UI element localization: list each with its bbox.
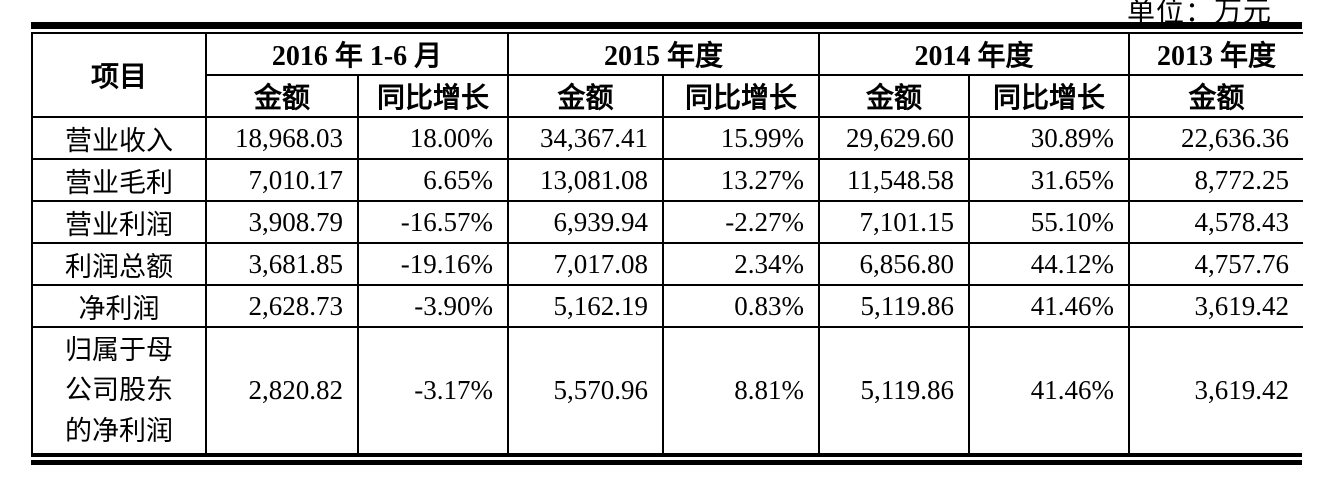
amount-cell: 5,162.19 bbox=[507, 285, 664, 328]
table-row-gross-profit: 营业毛利 7,010.17 6.65% 13,081.08 13.27% 11,… bbox=[31, 159, 1304, 202]
row-label: 利润总额 bbox=[31, 243, 206, 286]
column-header-item: 项目 bbox=[31, 33, 206, 118]
growth-cell: -16.57% bbox=[356, 201, 509, 244]
amount-cell: 11,548.58 bbox=[818, 159, 970, 202]
amount-cell: 3,908.79 bbox=[205, 201, 358, 244]
growth-cell: -3.90% bbox=[356, 285, 509, 328]
growth-cell: -2.27% bbox=[662, 201, 820, 244]
amount-cell: 5,119.86 bbox=[818, 285, 970, 328]
growth-cell: 2.34% bbox=[662, 243, 820, 286]
bottom-rule-gap bbox=[31, 457, 1302, 460]
column-group-2015: 2015 年度 bbox=[507, 33, 820, 76]
subheader-2014-amount: 金额 bbox=[818, 75, 970, 118]
bottom-rule-band-1 bbox=[31, 453, 1302, 457]
amount-cell: 29,629.60 bbox=[818, 117, 970, 160]
amount-cell: 3,619.42 bbox=[1128, 285, 1304, 328]
growth-cell: 6.65% bbox=[356, 159, 509, 202]
header-row-periods: 项目 2016 年 1-6 月 2015 年度 2014 年度 2013 年度 bbox=[31, 33, 1304, 118]
row-label: 归属于母 公司股东 的净利润 bbox=[31, 327, 206, 453]
subheader-2016-amount: 金额 bbox=[205, 75, 358, 118]
subheader-2013-amount: 金额 bbox=[1128, 75, 1304, 118]
growth-cell: 8.81% bbox=[662, 327, 820, 453]
growth-cell: 18.00% bbox=[356, 117, 509, 160]
amount-cell: 13,081.08 bbox=[507, 159, 664, 202]
subheader-2016-yoy: 同比增长 bbox=[356, 75, 509, 118]
amount-cell: 4,578.43 bbox=[1128, 201, 1304, 244]
amount-cell: 5,570.96 bbox=[507, 327, 664, 453]
amount-cell: 2,820.82 bbox=[205, 327, 358, 453]
amount-cell: 5,119.86 bbox=[818, 327, 970, 453]
bottom-rule-band-2 bbox=[31, 460, 1302, 465]
row-label: 营业利润 bbox=[31, 201, 206, 244]
growth-cell: 44.12% bbox=[968, 243, 1130, 286]
growth-cell: -19.16% bbox=[356, 243, 509, 286]
table-bottom-rule bbox=[31, 453, 1302, 465]
growth-cell: 41.46% bbox=[968, 327, 1130, 453]
table-top-rule bbox=[31, 22, 1302, 29]
amount-cell: 3,681.85 bbox=[205, 243, 358, 286]
amount-cell: 3,619.42 bbox=[1128, 327, 1304, 453]
financial-table: 项目 2016 年 1-6 月 2015 年度 2014 年度 2013 年度 … bbox=[31, 22, 1304, 465]
table-row-total-profit: 利润总额 3,681.85 -19.16% 7,017.08 2.34% 6,8… bbox=[31, 243, 1304, 286]
amount-cell: 18,968.03 bbox=[205, 117, 358, 160]
row-label: 营业毛利 bbox=[31, 159, 206, 202]
table-row-net-profit: 净利润 2,628.73 -3.90% 5,162.19 0.83% 5,119… bbox=[31, 285, 1304, 328]
amount-cell: 22,636.36 bbox=[1128, 117, 1304, 160]
amount-cell: 34,367.41 bbox=[507, 117, 664, 160]
subheader-2014-yoy: 同比增长 bbox=[968, 75, 1130, 118]
financial-comparison-table: 项目 2016 年 1-6 月 2015 年度 2014 年度 2013 年度 … bbox=[31, 32, 1304, 453]
column-group-2014: 2014 年度 bbox=[818, 33, 1130, 76]
growth-cell: 0.83% bbox=[662, 285, 820, 328]
growth-cell: 55.10% bbox=[968, 201, 1130, 244]
amount-cell: 6,939.94 bbox=[507, 201, 664, 244]
amount-cell: 8,772.25 bbox=[1128, 159, 1304, 202]
table-row-net-profit-attributable-to-parent: 归属于母 公司股东 的净利润 2,820.82 -3.17% 5,570.96 … bbox=[31, 327, 1304, 453]
row-label: 营业收入 bbox=[31, 117, 206, 160]
table-row-operating-revenue: 营业收入 18,968.03 18.00% 34,367.41 15.99% 2… bbox=[31, 117, 1304, 160]
row-label: 净利润 bbox=[31, 285, 206, 328]
amount-cell: 7,017.08 bbox=[507, 243, 664, 286]
amount-cell: 7,010.17 bbox=[205, 159, 358, 202]
growth-cell: 41.46% bbox=[968, 285, 1130, 328]
amount-cell: 4,757.76 bbox=[1128, 243, 1304, 286]
column-group-2013: 2013 年度 bbox=[1128, 33, 1304, 76]
growth-cell: 15.99% bbox=[662, 117, 820, 160]
amount-cell: 6,856.80 bbox=[818, 243, 970, 286]
subheader-2015-amount: 金额 bbox=[507, 75, 664, 118]
amount-cell: 2,628.73 bbox=[205, 285, 358, 328]
growth-cell: 30.89% bbox=[968, 117, 1130, 160]
growth-cell: -3.17% bbox=[356, 327, 509, 453]
subheader-2015-yoy: 同比增长 bbox=[662, 75, 820, 118]
growth-cell: 31.65% bbox=[968, 159, 1130, 202]
growth-cell: 13.27% bbox=[662, 159, 820, 202]
amount-cell: 7,101.15 bbox=[818, 201, 970, 244]
header-row-measures: 金额 同比增长 金额 同比增长 金额 同比增长 金额 bbox=[32, 75, 1304, 118]
table-row-operating-profit: 营业利润 3,908.79 -16.57% 6,939.94 -2.27% 7,… bbox=[31, 201, 1304, 244]
column-group-2016h1: 2016 年 1-6 月 bbox=[204, 33, 509, 76]
